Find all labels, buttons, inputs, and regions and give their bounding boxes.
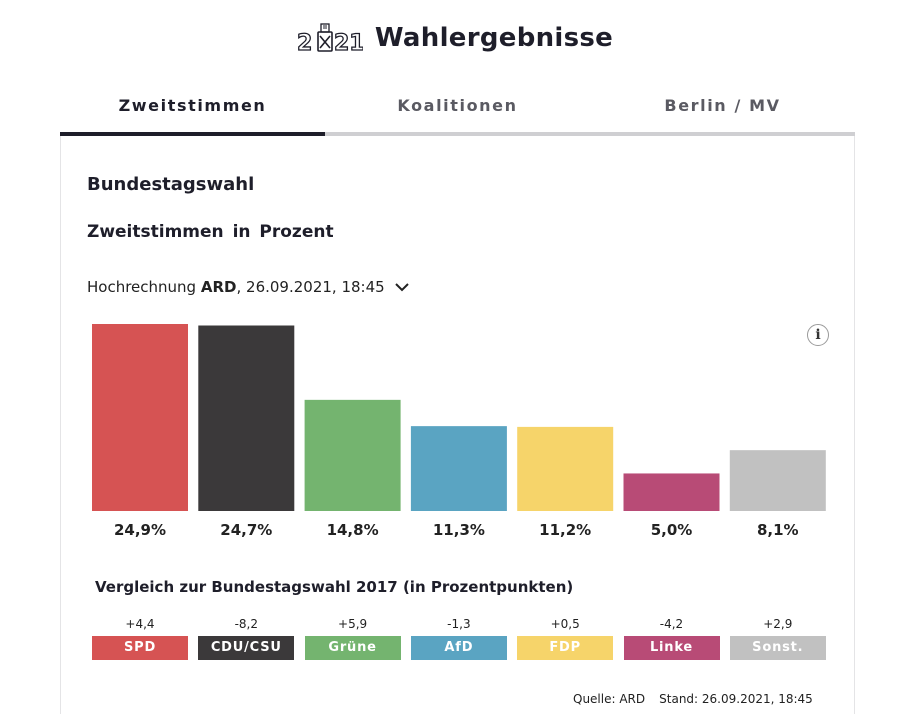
value-label: 8,1%	[757, 521, 799, 539]
value-label: 11,2%	[539, 521, 591, 539]
chevron-down-icon	[394, 282, 409, 292]
comparison-item: -4,2 Linke	[623, 616, 720, 660]
bar-sonst-	[729, 450, 826, 511]
party-label: Grüne	[304, 636, 401, 660]
svg-text:21: 21	[334, 31, 363, 53]
comparison-item: -8,2 CDU/CSU	[198, 616, 295, 660]
bar-spd	[92, 324, 188, 511]
comparison-item: +4,4 SPD	[92, 616, 188, 660]
comparison-row: +4,4 SPD -8,2 CDU/CSU +5,9 Grüne -1,3 AfD +0,5 FD…	[61, 616, 856, 662]
party-label: Linke	[623, 636, 720, 660]
party-label: AfD	[410, 636, 507, 660]
value-label: 5,0%	[651, 521, 693, 539]
bar-afd	[410, 426, 507, 511]
card-title: Bundestagswahl	[87, 174, 255, 195]
comparison-item: +0,5 FDP	[517, 616, 614, 660]
value-label: 24,7%	[220, 521, 272, 539]
results-bar-chart: 24,9% 24,7% 14,8% 11,3% 11,2% 5,0% 8,1%	[92, 324, 826, 539]
party-label: CDU/CSU	[198, 636, 295, 660]
chart-subtitle: Zweitstimmen in Prozent	[87, 222, 334, 242]
info-icon[interactable]: i	[807, 324, 829, 346]
comparison-value: +2,9	[763, 617, 793, 631]
results-card: Bundestagswahl Zweitstimmen in Prozent H…	[60, 136, 855, 714]
bar-linke	[623, 473, 720, 511]
party-label: SPD	[92, 636, 188, 660]
source-label: Quelle: ARD	[573, 692, 646, 706]
tab-bar: Zweitstimmen Koalitionen Berlin / MV	[60, 82, 855, 136]
election-2021-logo: 2 21	[297, 23, 363, 53]
bar-cdu-csu	[198, 325, 295, 511]
tab-zweitstimmen[interactable]: Zweitstimmen	[60, 82, 325, 136]
page-header: 2 21 Wahlergebnisse	[0, 14, 910, 62]
comparison-value: -1,3	[447, 617, 471, 631]
tab-berlin-mv[interactable]: Berlin / MV	[590, 82, 855, 136]
timestamp-label: Stand: 26.09.2021, 18:45	[659, 692, 813, 706]
comparison-value: -4,2	[659, 617, 684, 631]
forecast-selector[interactable]: Hochrechnung ARD, 26.09.2021, 18:45	[87, 278, 409, 296]
comparison-value: -8,2	[234, 617, 258, 631]
ballot-box-icon: 2 21	[297, 23, 363, 53]
value-label: 24,9%	[114, 521, 166, 539]
bar-gr-ne	[304, 399, 401, 511]
page-title: Wahlergebnisse	[374, 23, 614, 53]
value-label: 11,3%	[433, 521, 485, 539]
value-label: 14,8%	[327, 521, 379, 539]
comparison-value: +0,5	[550, 617, 580, 631]
party-label: Sonst.	[729, 636, 826, 660]
bar-fdp	[517, 426, 614, 511]
chart-footer: Quelle: ARD Stand: 26.09.2021, 18:45	[573, 692, 813, 706]
comparison-item: -1,3 AfD	[410, 616, 507, 660]
party-label: FDP	[517, 636, 614, 660]
svg-text:2: 2	[297, 31, 312, 53]
comparison-value: +5,9	[338, 617, 368, 631]
forecast-date: , 26.09.2021, 18:45	[236, 278, 385, 296]
comparison-title: Vergleich zur Bundestagswahl 2017 (in Pr…	[95, 578, 574, 596]
tab-koalitionen[interactable]: Koalitionen	[325, 82, 590, 136]
comparison-item: +5,9 Grüne	[304, 616, 401, 660]
forecast-prefix: Hochrechnung	[87, 278, 197, 296]
comparison-item: +2,9 Sonst.	[729, 616, 826, 660]
comparison-value: +4,4	[125, 617, 155, 631]
forecast-source: ARD	[200, 278, 237, 296]
